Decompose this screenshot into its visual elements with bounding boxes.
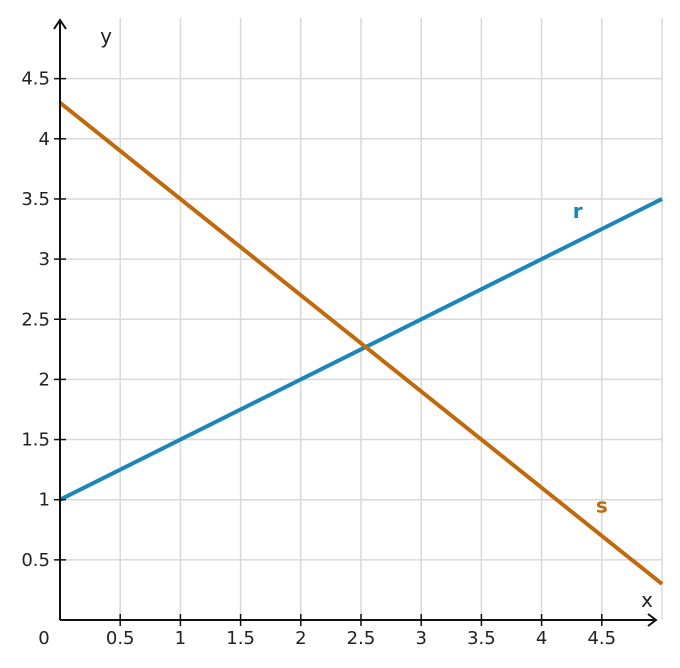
series-labels: rs (573, 199, 608, 518)
y-axis-label: y (100, 24, 112, 48)
origin-label: 0 (38, 628, 49, 649)
x-axis-arrow-icon (647, 613, 658, 627)
x-tick-label: 3.5 (467, 628, 496, 649)
x-tick-label: 1 (175, 628, 186, 649)
x-axis-label: x (641, 588, 653, 612)
x-tick-label: 0.5 (106, 628, 135, 649)
series-line-r (59, 197, 663, 502)
y-tick-label: 4.5 (21, 69, 50, 90)
y-tick-label: 0.5 (21, 550, 50, 571)
series-line-s (58, 101, 664, 586)
x-tick-label: 2 (295, 628, 306, 649)
y-tick-label: 1 (39, 490, 50, 511)
series-group (58, 101, 664, 586)
y-tick-label: 2 (39, 369, 50, 390)
y-tick-label: 3.5 (21, 189, 50, 210)
y-tick-label: 3 (39, 249, 50, 270)
y-tick-label: 1.5 (21, 430, 50, 451)
series-label-r: r (573, 199, 583, 223)
tick-labels: 0.5 1 1.5 2 2.5 3 3.5 4 4.5 0.5 1 1.5 2 2.5 3 3.5 4 4.5 (21, 69, 616, 649)
x-tick-label: 3 (415, 628, 426, 649)
x-tick-label: 4 (536, 628, 547, 649)
x-tick-label: 4.5 (587, 628, 616, 649)
grid (60, 18, 663, 620)
series-label-s: s (596, 494, 608, 518)
y-tick-label: 4 (39, 129, 50, 150)
axes (53, 18, 658, 627)
x-tick-label: 2.5 (347, 628, 376, 649)
y-tick-label: 2.5 (21, 309, 50, 330)
y-axis-arrow-icon (53, 18, 67, 30)
x-tick-label: 1.5 (226, 628, 255, 649)
